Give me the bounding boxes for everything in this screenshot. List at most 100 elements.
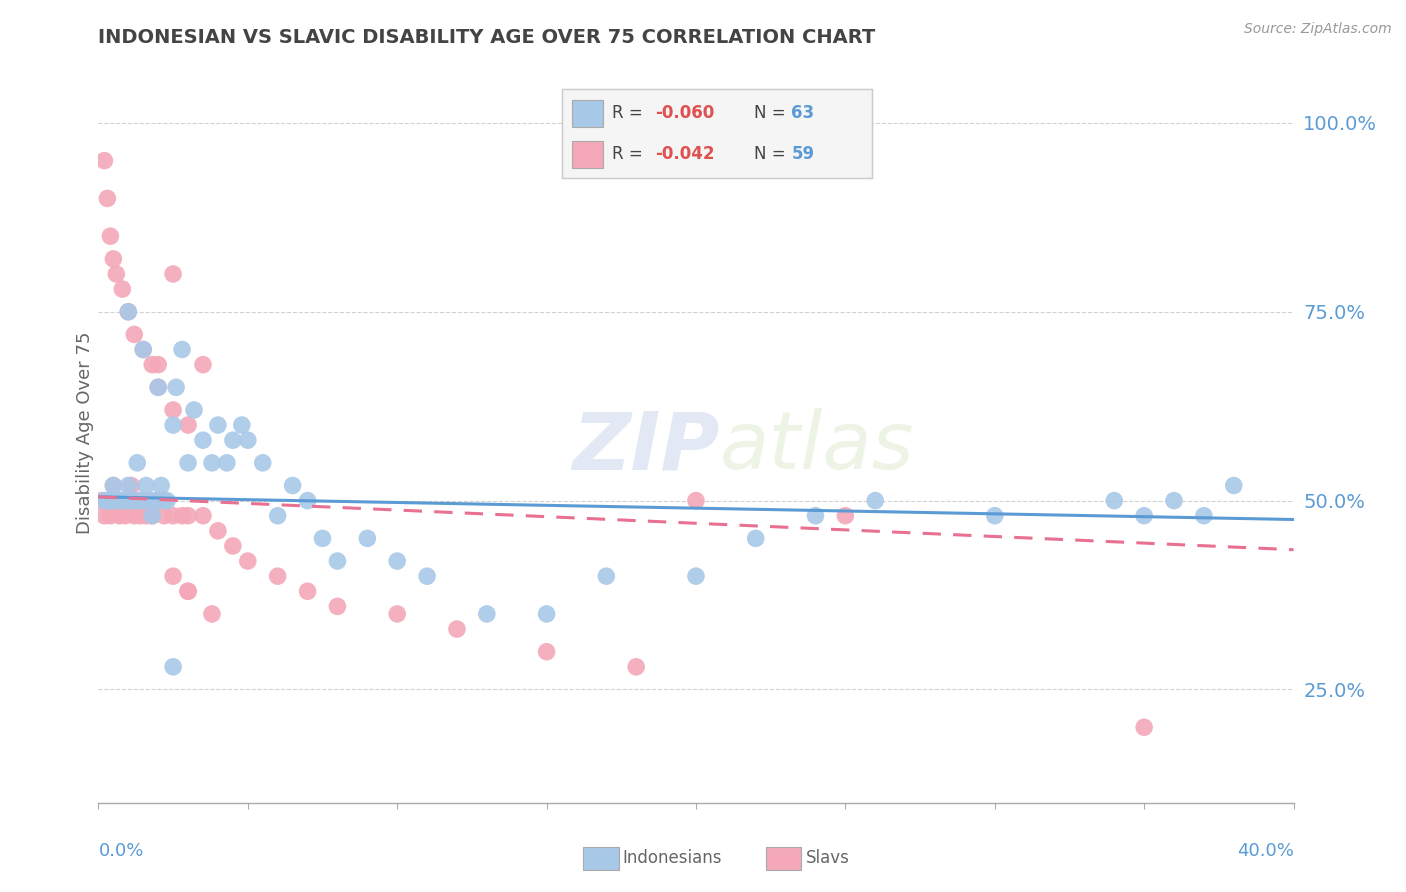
Point — [446, 622, 468, 636]
Point — [1133, 508, 1156, 523]
Point — [162, 508, 184, 523]
Point — [834, 508, 856, 523]
Point — [153, 508, 176, 523]
Point — [143, 493, 166, 508]
Point — [191, 508, 214, 523]
Point — [111, 493, 134, 508]
Text: R =: R = — [612, 145, 648, 163]
Point — [215, 456, 238, 470]
Point — [103, 478, 125, 492]
Point — [162, 660, 184, 674]
Point — [148, 493, 170, 508]
Point — [231, 418, 253, 433]
Text: atlas: atlas — [720, 409, 915, 486]
Point — [114, 508, 136, 523]
Point — [135, 508, 157, 523]
Point — [98, 508, 122, 523]
Point — [141, 508, 163, 523]
Text: -0.042: -0.042 — [655, 145, 714, 163]
Point — [385, 554, 409, 568]
Point — [172, 343, 194, 357]
Point — [207, 418, 229, 433]
Point — [177, 418, 200, 433]
Point — [96, 191, 118, 205]
Point — [111, 282, 134, 296]
Point — [385, 607, 409, 621]
Point — [201, 607, 224, 621]
Point — [120, 478, 142, 492]
Point — [222, 539, 245, 553]
Point — [127, 493, 149, 508]
Point — [536, 607, 558, 621]
Point — [138, 493, 160, 508]
Point — [416, 569, 439, 583]
Point — [191, 358, 214, 372]
Text: 40.0%: 40.0% — [1237, 842, 1294, 860]
Text: R =: R = — [612, 104, 648, 122]
Point — [356, 532, 378, 546]
Point — [150, 478, 173, 492]
Point — [105, 493, 128, 508]
Point — [90, 493, 112, 508]
Point — [148, 380, 170, 394]
Point — [222, 433, 245, 447]
Text: 0.0%: 0.0% — [98, 842, 143, 860]
Point — [984, 508, 1007, 523]
Text: INDONESIAN VS SLAVIC DISABILITY AGE OVER 75 CORRELATION CHART: INDONESIAN VS SLAVIC DISABILITY AGE OVER… — [98, 28, 876, 47]
Point — [1223, 478, 1246, 492]
Point — [326, 554, 349, 568]
Point — [236, 433, 259, 447]
Point — [132, 493, 155, 508]
Point — [103, 478, 125, 492]
Point — [98, 493, 122, 508]
Text: Indonesians: Indonesians — [623, 849, 723, 867]
Point — [93, 493, 115, 508]
Point — [120, 493, 142, 508]
Point — [311, 532, 333, 546]
Point — [162, 418, 184, 433]
Point — [177, 456, 200, 470]
Point — [141, 358, 163, 372]
Point — [132, 493, 155, 508]
Point — [162, 403, 184, 417]
Point — [96, 493, 118, 508]
Point — [117, 493, 139, 508]
Point — [127, 456, 149, 470]
Point — [326, 599, 349, 614]
Point — [156, 493, 179, 508]
Point — [191, 433, 214, 447]
Point — [162, 267, 184, 281]
Point — [93, 508, 115, 523]
Point — [685, 493, 707, 508]
Point — [111, 493, 134, 508]
Point — [96, 493, 118, 508]
Point — [297, 493, 319, 508]
Text: N =: N = — [754, 104, 792, 122]
Point — [201, 456, 224, 470]
Point — [129, 493, 152, 508]
Point — [162, 569, 184, 583]
Text: -0.060: -0.060 — [655, 104, 714, 122]
Point — [536, 645, 558, 659]
Point — [129, 508, 152, 523]
Point — [141, 508, 163, 523]
Point — [236, 554, 259, 568]
Point — [117, 304, 139, 318]
Point — [626, 660, 648, 674]
Text: Slavs: Slavs — [806, 849, 849, 867]
Point — [117, 493, 139, 508]
Point — [865, 493, 887, 508]
Point — [124, 508, 146, 523]
Point — [745, 532, 768, 546]
Point — [207, 524, 229, 538]
Point — [475, 607, 498, 621]
Point — [105, 493, 128, 508]
Point — [148, 358, 170, 372]
Point — [172, 508, 194, 523]
Point — [148, 493, 170, 508]
Point — [103, 493, 125, 508]
Point — [117, 304, 139, 318]
Text: 59: 59 — [792, 145, 814, 163]
Text: N =: N = — [754, 145, 792, 163]
Point — [93, 153, 115, 168]
